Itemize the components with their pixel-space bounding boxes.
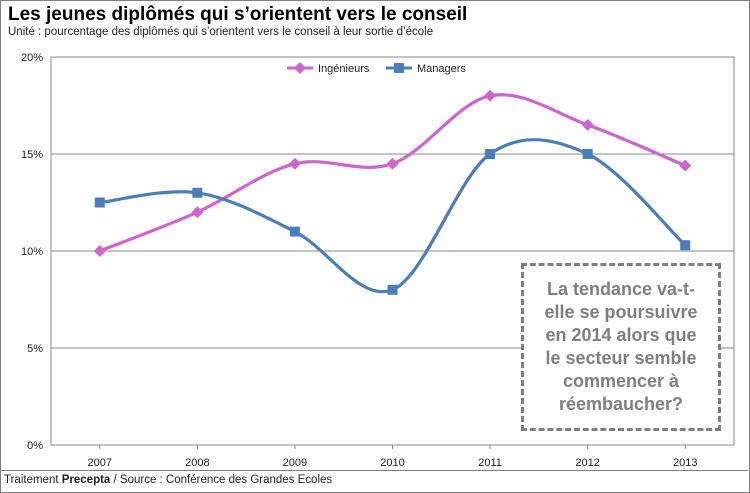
data-point-managers <box>387 284 398 295</box>
legend-marker <box>294 62 306 74</box>
series-managers <box>94 138 691 295</box>
legend-item-ingenieurs: Ingénieurs <box>287 62 370 75</box>
legend-label: Managers <box>417 63 466 75</box>
x-tick-label: 2009 <box>283 457 307 469</box>
x-tick-label: 2012 <box>575 457 599 469</box>
data-point-managers <box>582 149 593 159</box>
y-tick-label: 20% <box>21 52 43 64</box>
legend-label: Ingénieurs <box>318 63 370 75</box>
x-tick-label: 2007 <box>88 457 112 469</box>
legend-marker <box>394 63 404 73</box>
y-axis-ticks: 0% 5% 10% 15% 20% <box>21 52 43 452</box>
data-point-ingenieurs <box>581 118 594 131</box>
data-point-managers <box>192 187 203 198</box>
x-axis-ticks: 2007 2008 2009 2010 2011 2012 2013 <box>88 445 697 469</box>
footer-brand: Precepta <box>61 474 111 486</box>
data-point-ingenieurs <box>386 157 399 170</box>
x-tick-label: 2013 <box>673 457 697 469</box>
chart-subtitle: Unité : pourcentage des diplômés qui s’o… <box>8 26 434 38</box>
chart-title: Les jeunes diplômés qui s’orientent vers… <box>8 4 468 25</box>
data-point-ingenieurs <box>288 157 301 170</box>
y-tick-label: 15% <box>21 149 43 161</box>
annotation-text: La tendance va-t-elle se poursuivre en 2… <box>544 279 698 414</box>
data-point-managers <box>94 197 105 208</box>
data-point-managers <box>485 149 496 159</box>
data-point-ingenieurs <box>93 245 106 257</box>
line-chart: 0%5%10%15%20% 2007 2008 2009 2010 2011 2012 20… <box>21 52 735 469</box>
data-point-ingenieurs <box>679 159 692 172</box>
data-point-managers <box>289 226 300 237</box>
y-tick-label: 10% <box>21 246 43 258</box>
y-tick-label: 5% <box>27 343 43 355</box>
series-ingenieurs <box>93 89 692 257</box>
series-lines <box>93 89 692 295</box>
footer-source: / Source : Conférence des Grandes Ecoles <box>110 474 333 486</box>
data-point-managers <box>680 240 691 251</box>
legend-item-managers: Managers <box>386 63 466 75</box>
footer-prefix: Traitement <box>4 474 62 486</box>
legend: Ingénieurs Managers <box>287 62 466 75</box>
footer: Traitement Precepta / Source : Conférenc… <box>0 470 748 492</box>
x-tick-label: 2011 <box>478 457 502 469</box>
data-point-ingenieurs <box>484 89 497 102</box>
x-tick-label: 2010 <box>380 457 404 469</box>
y-tick-label: 0% <box>27 440 43 452</box>
annotation-box: La tendance va-t-elle se poursuivre en 2… <box>521 263 721 431</box>
data-point-ingenieurs <box>191 206 204 219</box>
x-tick-label: 2008 <box>185 457 209 469</box>
